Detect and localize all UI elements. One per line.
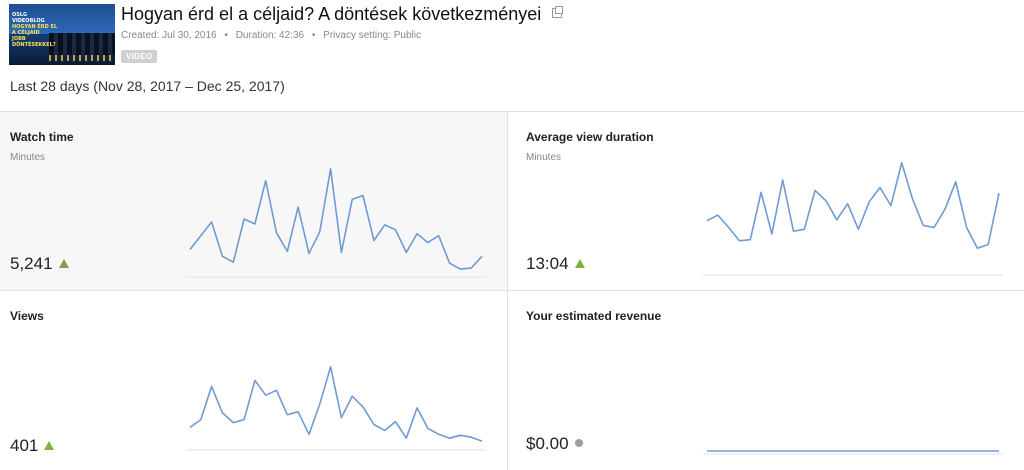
video-title-text: Hogyan érd el a céljaid? A döntések köve… bbox=[121, 4, 542, 24]
thumbnail-city-skyline bbox=[49, 33, 115, 55]
metric-cards: Watch time Minutes 5,241 Average view du… bbox=[0, 111, 1024, 470]
video-meta: Created: Jul 30, 2016 • Duration: 42:36 … bbox=[121, 30, 421, 41]
card-unit: Minutes bbox=[10, 152, 46, 163]
views-sparkline bbox=[186, 366, 486, 451]
thumbnail-line2: VIDEOBLOG bbox=[12, 18, 45, 24]
video-thumbnail[interactable]: OSLG VIDEOBLOG HOGYAN ÉRD EL A CÉLJAID J… bbox=[9, 4, 115, 65]
meta-separator: • bbox=[224, 30, 228, 41]
sparkline-series bbox=[706, 162, 1000, 250]
thumbnail-text: OSLG VIDEOBLOG HOGYAN ÉRD EL A CÉLJAID J… bbox=[12, 12, 62, 48]
views-value: 401 bbox=[10, 436, 55, 456]
revenue-value: $0.00 bbox=[526, 434, 583, 454]
trend-up-icon bbox=[574, 259, 585, 268]
thumbnail-line6: DÖNTÉSEKKEL? bbox=[12, 42, 56, 48]
thumbnail-sky bbox=[9, 4, 115, 34]
meta-separator: • bbox=[311, 30, 316, 41]
thumbnail-line3: HOGYAN ÉRD EL bbox=[12, 24, 58, 30]
card-title: Views bbox=[10, 309, 44, 323]
video-type-badge: VIDEO bbox=[121, 50, 158, 63]
metric-value: 5,241 bbox=[10, 254, 53, 273]
avg-view-duration-value: 13:04 bbox=[526, 254, 585, 274]
watch-time-card[interactable]: Watch time Minutes 5,241 bbox=[0, 111, 508, 291]
privacy-setting: Privacy setting: Public bbox=[323, 30, 421, 41]
sparkline-series bbox=[189, 366, 483, 442]
sparkline-series bbox=[189, 168, 483, 270]
revenue-sparkline bbox=[703, 450, 1003, 455]
created-date: Created: Jul 30, 2016 bbox=[121, 30, 217, 41]
thumbnail-city-lights bbox=[49, 55, 115, 61]
trend-up-icon bbox=[44, 441, 55, 450]
metric-value: $0.00 bbox=[526, 434, 569, 453]
watch-time-sparkline bbox=[186, 168, 486, 278]
estimated-revenue-card[interactable]: Your estimated revenue $0.00 bbox=[508, 291, 1024, 470]
views-card[interactable]: Views 401 bbox=[0, 291, 508, 470]
video-title: Hogyan érd el a céljaid? A döntések köve… bbox=[121, 4, 564, 25]
metric-value: 13:04 bbox=[526, 254, 569, 273]
thumbnail-line5: JOBB bbox=[12, 36, 26, 42]
thumbnail-line1: OSLG bbox=[12, 12, 28, 18]
card-unit: Minutes bbox=[526, 152, 562, 163]
trend-up-icon bbox=[58, 259, 69, 268]
card-title: Your estimated revenue bbox=[526, 309, 662, 323]
neutral-status-dot bbox=[574, 439, 583, 447]
card-title: Watch time bbox=[10, 130, 74, 144]
video-duration: Duration: 42:36 bbox=[235, 30, 305, 41]
avg-view-duration-card[interactable]: Average view duration Minutes 13:04 bbox=[508, 111, 1024, 291]
metric-value: 401 bbox=[10, 436, 39, 455]
date-range: Last 28 days (Nov 28, 2017 – Dec 25, 201… bbox=[10, 78, 285, 94]
avg-view-duration-sparkline bbox=[703, 162, 1003, 276]
video-header: OSLG VIDEOBLOG HOGYAN ÉRD EL A CÉLJAID J… bbox=[0, 0, 1024, 112]
watch-time-value: 5,241 bbox=[10, 254, 69, 274]
thumbnail-line4: A CÉLJAID bbox=[12, 30, 40, 36]
external-link-icon[interactable] bbox=[552, 6, 564, 18]
card-title: Average view duration bbox=[526, 130, 654, 144]
